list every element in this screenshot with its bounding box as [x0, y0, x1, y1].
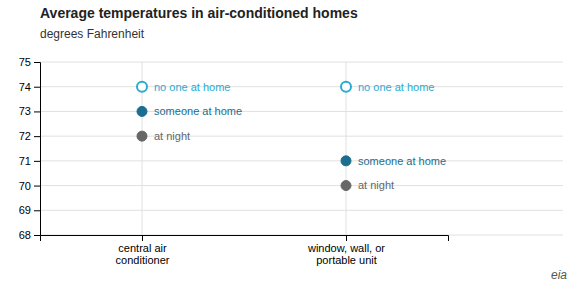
tick-label: window, wall, orportable unit [307, 242, 385, 267]
point [137, 82, 147, 92]
tick-label: central airconditioner [116, 242, 170, 267]
axis-line [41, 236, 449, 242]
tick-label: 73 [19, 105, 31, 117]
point-label: no one at home [358, 81, 434, 93]
point-label: no one at home [154, 81, 230, 93]
grid-line [40, 185, 563, 186]
point-label: someone at home [358, 155, 446, 167]
grid-line [40, 210, 563, 211]
tick: 68 [19, 229, 40, 241]
tick: 72 [19, 130, 40, 142]
grid-line [40, 62, 563, 63]
tick-label: 68 [19, 229, 31, 241]
tick: window, wall, orportable unit [307, 235, 385, 266]
tick-mark [34, 62, 40, 63]
tick-label: 75 [19, 56, 31, 68]
tick-label: 69 [19, 204, 31, 216]
tick-mark [34, 210, 40, 211]
tick: 71 [19, 155, 40, 167]
annotation: eia [551, 268, 567, 282]
point [341, 181, 351, 191]
tick-label: 70 [19, 180, 31, 192]
point-label: someone at home [154, 105, 242, 117]
grid-line [40, 86, 563, 87]
tick-mark [34, 235, 40, 236]
tick: 69 [19, 204, 40, 216]
point-label: at night [154, 130, 190, 142]
point [137, 131, 147, 141]
tick-mark [142, 235, 143, 241]
tick-label: 71 [19, 155, 31, 167]
subtitle: degrees Fahrenheit [40, 27, 145, 41]
grid-line [40, 160, 563, 161]
tick: 70 [19, 180, 40, 192]
tick-mark [34, 111, 40, 112]
tick-label: 74 [19, 81, 31, 93]
point [137, 106, 147, 116]
tick-mark [346, 235, 347, 241]
title: Average temperatures in air-conditioned … [40, 5, 358, 21]
tick: central airconditioner [116, 235, 170, 266]
tick-label: 72 [19, 130, 31, 142]
grid-line [40, 111, 563, 112]
tick-label-line: central air [118, 242, 167, 254]
point [341, 156, 351, 166]
tick-mark [34, 161, 40, 162]
tick-label-line: window, wall, or [307, 242, 385, 254]
tick-label-line: portable unit [316, 254, 377, 266]
y-axis: 68 69 70 71 72 73 74 75 [19, 56, 41, 241]
grid [40, 62, 563, 235]
tick-mark [34, 87, 40, 88]
x-axis: central airconditioner window, wall, orpo… [41, 235, 449, 266]
marks [137, 82, 351, 191]
point-label: at night [358, 179, 394, 191]
point [341, 82, 351, 92]
tick-mark [34, 186, 40, 187]
tick: 74 [19, 81, 40, 93]
tick-mark [34, 136, 40, 137]
point-labels: no one at home no one at home someone at h… [154, 81, 446, 192]
grid-line [40, 136, 563, 137]
axis-line [34, 63, 41, 236]
tick-label-line: conditioner [116, 254, 170, 266]
tick: 75 [19, 56, 40, 68]
tick: 73 [19, 105, 40, 117]
plot: 68 69 70 71 72 73 74 75 central airconditioner wi… [19, 56, 563, 266]
chart: Average temperatures in air-conditioned … [0, 0, 575, 285]
